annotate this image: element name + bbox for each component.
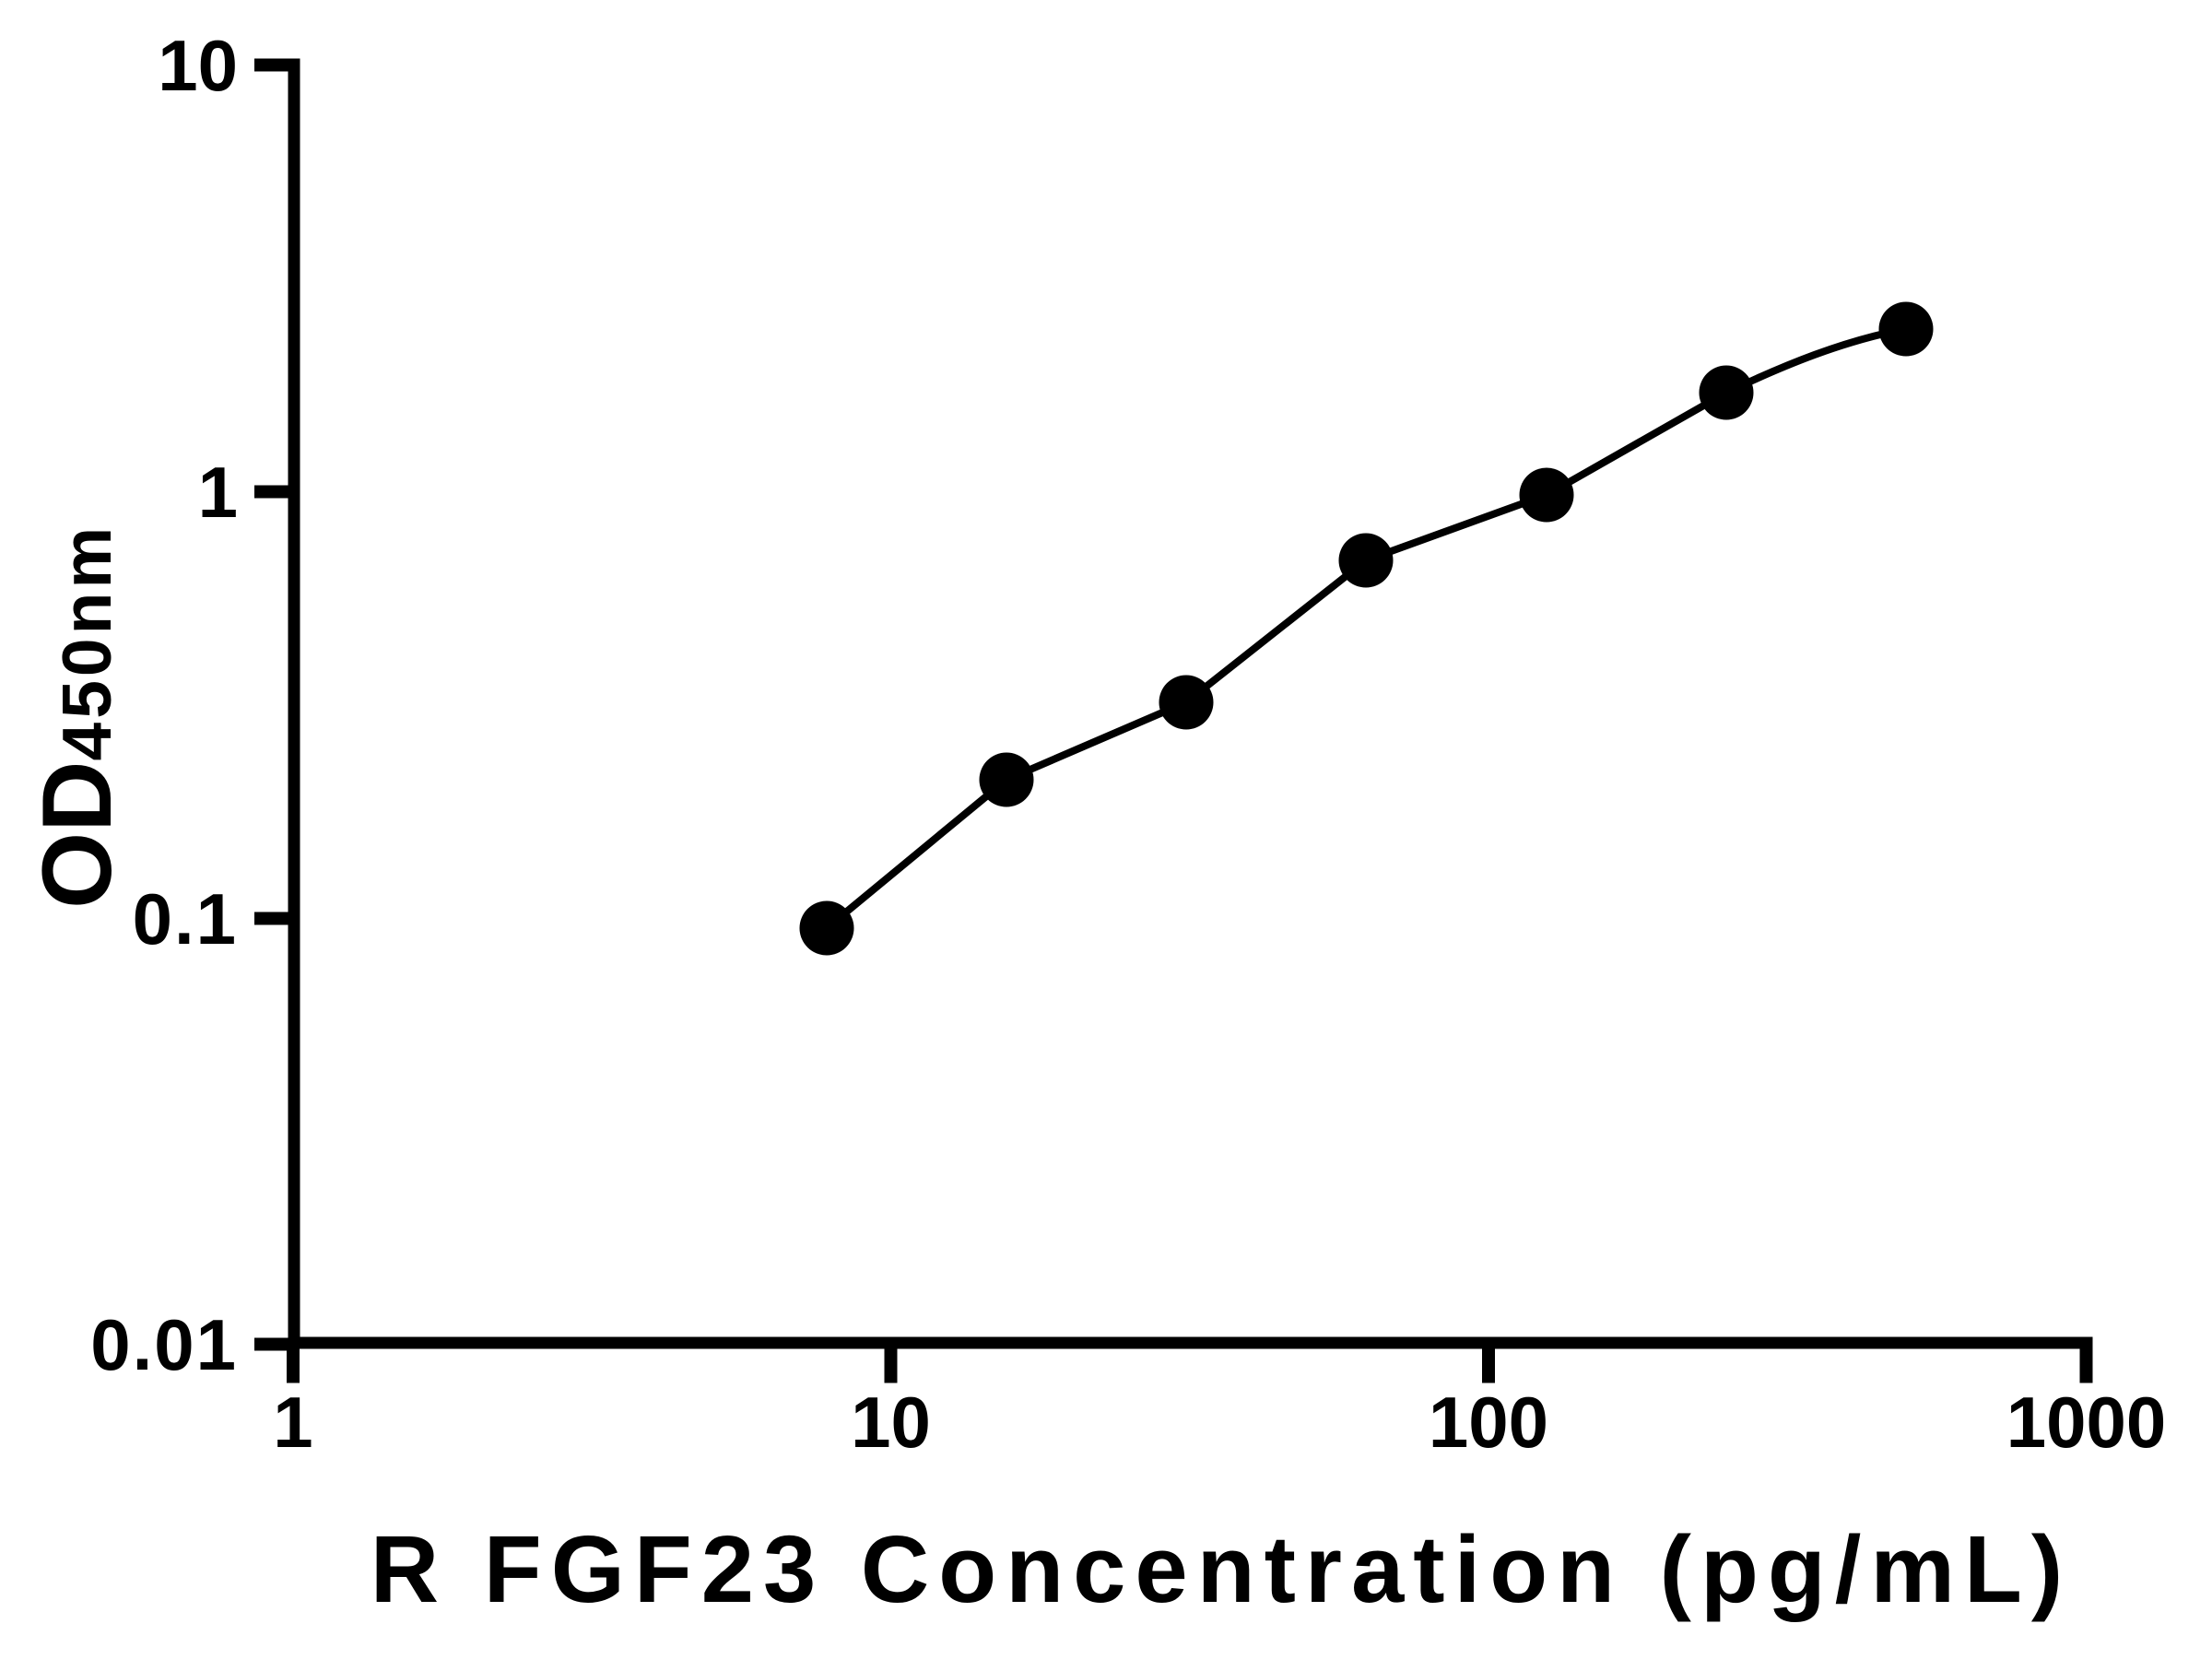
svg-text:10: 10 bbox=[158, 25, 238, 106]
svg-text:1: 1 bbox=[198, 452, 238, 533]
svg-text:0.01: 0.01 bbox=[90, 1304, 238, 1385]
svg-text:0.1: 0.1 bbox=[133, 878, 238, 959]
svg-text:10: 10 bbox=[851, 1382, 931, 1463]
svg-text:1: 1 bbox=[273, 1382, 312, 1463]
svg-text:1000: 1000 bbox=[2006, 1382, 2167, 1463]
svg-text:R FGF23 Concentration (pg/mL): R FGF23 Concentration (pg/mL) bbox=[371, 1516, 2072, 1622]
svg-text:100: 100 bbox=[1429, 1382, 1548, 1463]
